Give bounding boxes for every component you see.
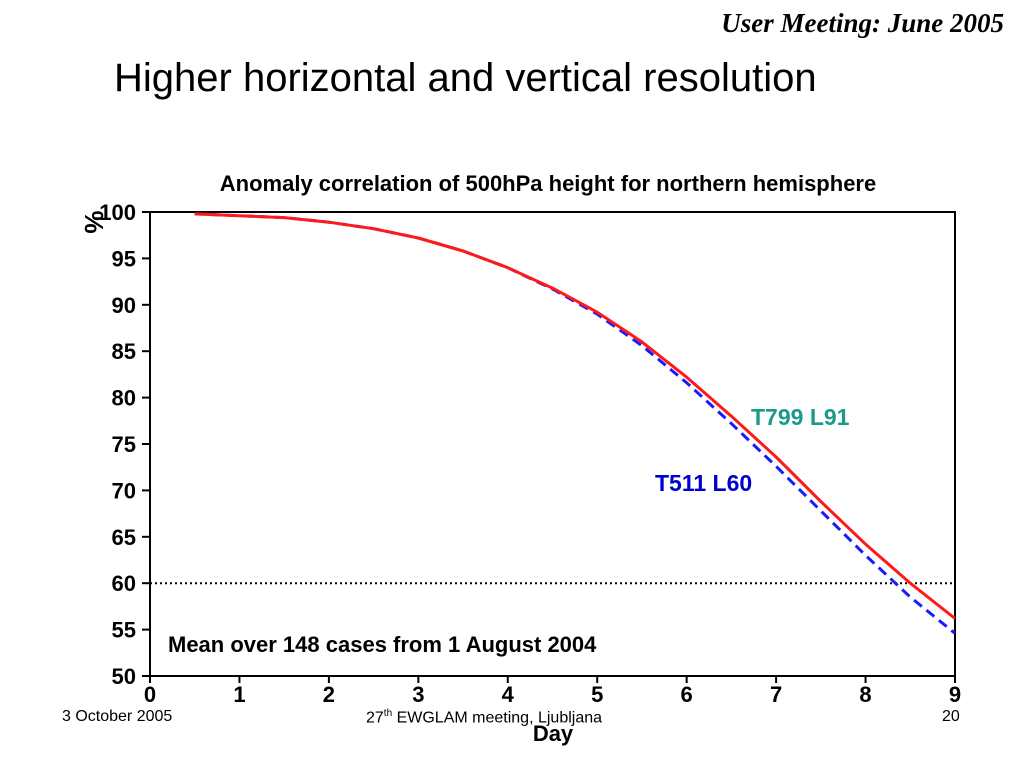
y-tick-label: 70 — [112, 478, 136, 503]
y-axis-label: % — [79, 210, 109, 233]
y-tick-label: 95 — [112, 246, 136, 271]
footer-meeting-suffix: th — [383, 708, 393, 719]
y-tick-label: 90 — [112, 293, 136, 318]
x-tick-label: 1 — [233, 682, 245, 707]
footer-meeting-rest: EWGLAM meeting, Ljubljana — [392, 709, 603, 727]
legend-t799-l91: T799 L91 — [751, 404, 850, 430]
chart-annotation: Mean over 148 cases from 1 August 2004 — [168, 632, 597, 657]
y-tick-label: 100 — [99, 200, 136, 225]
y-tick-label: 75 — [112, 432, 136, 457]
footer-date: 3 October 2005 — [62, 708, 173, 725]
x-tick-label: 3 — [412, 682, 424, 707]
y-tick-label: 50 — [112, 664, 136, 689]
footer-page-number: 20 — [942, 708, 960, 725]
x-axis-ticks: 0 1 2 3 4 5 6 7 8 9 — [144, 676, 961, 707]
y-axis-ticks: 50 55 60 65 70 75 80 85 90 95 100 — [99, 200, 150, 689]
x-tick-label: 4 — [502, 682, 515, 707]
chart-title: Anomaly correlation of 500hPa height for… — [220, 171, 876, 196]
meeting-header: User Meeting: June 2005 — [721, 8, 1004, 38]
y-tick-label: 60 — [112, 571, 136, 596]
footer-meeting: 27th EWGLAM meeting, Ljubljana — [366, 708, 602, 727]
y-tick-label: 80 — [112, 386, 136, 411]
series-lines — [194, 212, 956, 635]
series-line-t799-l91 — [194, 212, 956, 620]
y-tick-label: 65 — [112, 525, 136, 550]
x-tick-label: 6 — [681, 682, 693, 707]
x-tick-label: 7 — [770, 682, 782, 707]
series-line-t511-l60 — [194, 212, 956, 635]
x-tick-label: 9 — [949, 682, 961, 707]
slide-title: Higher horizontal and vertical resolutio… — [114, 56, 817, 100]
legend-t511-l60: T511 L60 — [655, 470, 752, 496]
y-tick-label: 55 — [112, 618, 136, 643]
footer-meeting-number: 27 — [366, 709, 384, 727]
x-tick-label: 8 — [859, 682, 871, 707]
y-tick-label: 85 — [112, 339, 136, 364]
x-tick-label: 5 — [591, 682, 603, 707]
x-axis-label: Day — [533, 721, 574, 746]
plot-frame — [149, 211, 956, 677]
x-tick-label: 2 — [323, 682, 335, 707]
x-tick-label: 0 — [144, 682, 156, 707]
